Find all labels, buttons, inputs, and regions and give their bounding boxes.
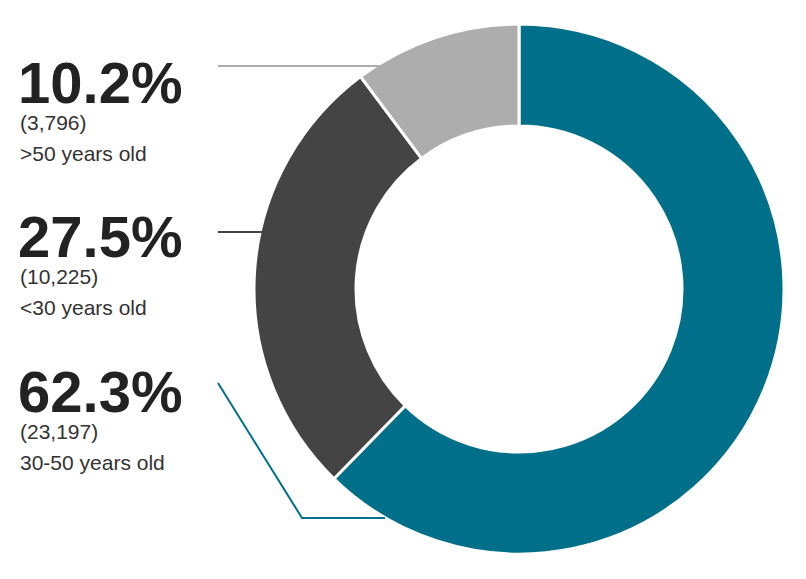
svg-text:(3,796): (3,796) (20, 111, 87, 134)
svg-text:(10,225): (10,225) (20, 265, 98, 288)
svg-text:30-50 years old: 30-50 years old (20, 451, 165, 474)
svg-text:>50 years old: >50 years old (20, 142, 147, 165)
svg-text:(23,197): (23,197) (20, 420, 98, 443)
svg-text:10.2%: 10.2% (18, 50, 182, 115)
svg-text:62.3%: 62.3% (18, 359, 182, 424)
svg-text:27.5%: 27.5% (18, 204, 182, 269)
svg-text:<30 years old: <30 years old (20, 296, 147, 319)
